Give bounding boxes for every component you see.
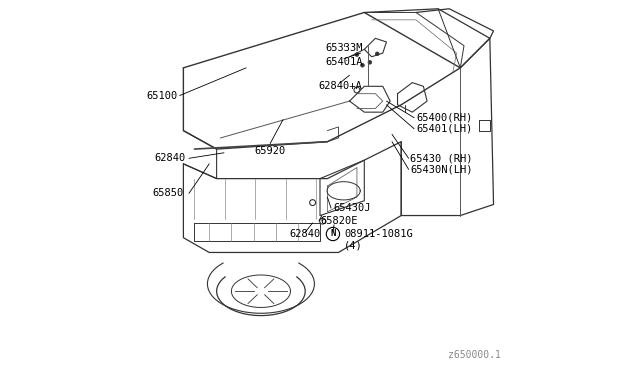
Text: 65401A: 65401A (325, 57, 363, 67)
Text: 65430 (RH): 65430 (RH) (410, 153, 473, 163)
Circle shape (368, 61, 372, 64)
Text: 65400(RH): 65400(RH) (416, 113, 472, 123)
Text: N: N (330, 230, 335, 238)
Text: 08911-1081G: 08911-1081G (344, 229, 413, 239)
Text: 62840: 62840 (154, 153, 185, 163)
Text: 65820E: 65820E (320, 216, 358, 226)
Circle shape (376, 52, 379, 56)
Text: 65430J: 65430J (333, 203, 371, 213)
Text: 62840: 62840 (290, 229, 321, 239)
Text: 65920: 65920 (255, 146, 286, 156)
Text: 65100: 65100 (147, 90, 178, 100)
Circle shape (355, 53, 359, 57)
Text: 65850: 65850 (152, 188, 184, 198)
Text: 65430N(LH): 65430N(LH) (410, 164, 473, 174)
Text: (4): (4) (344, 240, 363, 250)
Circle shape (360, 63, 364, 67)
Text: 62840+A: 62840+A (319, 81, 362, 91)
Text: z650000.1: z650000.1 (448, 350, 501, 359)
Text: 65333M: 65333M (325, 42, 363, 52)
Text: 65401(LH): 65401(LH) (416, 124, 472, 134)
